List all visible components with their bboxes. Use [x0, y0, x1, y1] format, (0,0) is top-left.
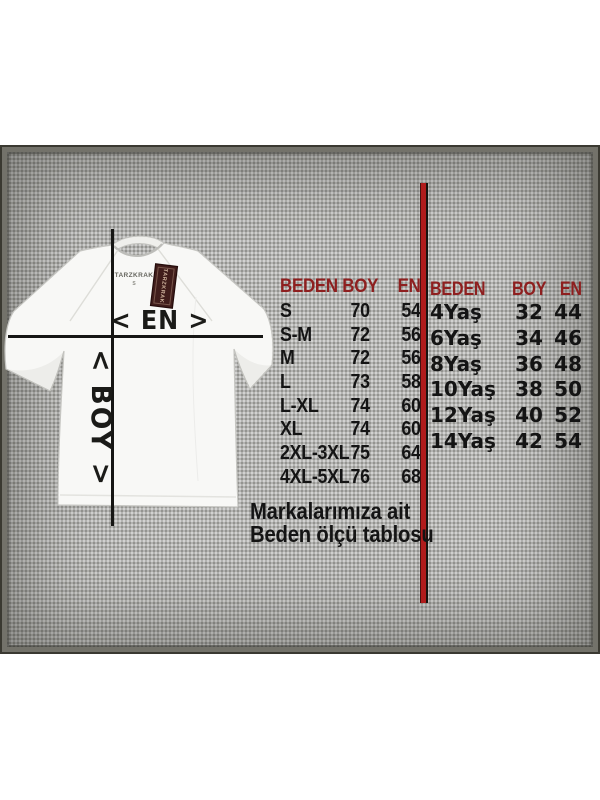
table-cell: 70	[350, 300, 370, 322]
table-cell: 74	[350, 394, 370, 417]
table-cell: 64	[401, 442, 421, 465]
table-cell: 48	[554, 351, 582, 376]
fold-line	[192, 296, 199, 482]
table-cell: 44	[554, 300, 582, 324]
hang-tag: TARZKRAK	[149, 263, 179, 309]
table-cell: 36	[515, 351, 543, 376]
table-cell: M	[280, 347, 295, 370]
table-cell: XL	[280, 418, 303, 441]
table-cell: L-XL	[280, 394, 319, 417]
table-cell: 10Yaş	[430, 377, 496, 402]
table-cell: 6Yaş	[430, 325, 482, 350]
neck-size-mark: S	[132, 281, 136, 287]
hang-tag-card	[149, 263, 179, 309]
sleeve-shadow-right	[234, 349, 272, 389]
table-cell: 75	[350, 442, 370, 465]
column-header: BOY	[342, 276, 379, 297]
sleeve-shadow-left	[6, 351, 64, 391]
table-cell: 68	[401, 465, 421, 488]
column-header: BOY	[511, 279, 547, 300]
table-cell: 74	[350, 418, 370, 441]
table-cell: S	[280, 300, 292, 322]
table-cell: 56	[401, 323, 421, 346]
table-cell: 52	[554, 403, 582, 428]
size-chart-panel: TARZKRAK S TARZKRAK < EN > < BOY > BEDEN…	[0, 145, 600, 654]
column-header: BEDEN	[430, 279, 486, 300]
adult-size-table: BEDEN BOY EN S 70 54 S-M 72 56 M 72 56 L…	[280, 276, 421, 490]
table-cell: 72	[350, 323, 370, 346]
table-cell: 40	[515, 403, 543, 428]
caption-line-2: Beden ölçü tablosu	[250, 521, 434, 547]
horizontal-measure-line	[8, 335, 263, 338]
table-cell: 32	[515, 300, 543, 324]
table-cell: 50	[554, 377, 582, 402]
table-cell: 56	[401, 347, 421, 370]
hang-tag-border	[153, 266, 175, 306]
tshirt-illustration: TARZKRAK S TARZKRAK	[4, 229, 274, 526]
table-cell: 76	[350, 465, 370, 488]
table-cell: 2XL-3XL	[280, 442, 350, 465]
table-cell: 54	[554, 428, 582, 453]
table-cell: 73	[350, 371, 370, 394]
width-label: < EN >	[110, 306, 210, 336]
column-header: BEDEN	[280, 276, 338, 297]
table-cell: 4XL-5XL	[280, 465, 350, 488]
collar-back	[111, 235, 165, 251]
tshirt-body	[4, 242, 274, 508]
table-cell: 38	[515, 377, 543, 402]
table-cell: 60	[401, 418, 421, 441]
vertical-measure-line	[111, 229, 114, 526]
table-cell: S-M	[280, 323, 312, 346]
table-cell: 8Yaş	[430, 351, 482, 376]
raglan-seam-left	[69, 249, 119, 322]
table-cell: 4Yaş	[430, 300, 482, 324]
red-divider-line	[420, 183, 428, 603]
caption: Markalarımıza ait Beden ölçü tablosu	[250, 500, 434, 546]
column-header: EN	[397, 276, 421, 297]
table-cell: L	[280, 371, 291, 394]
table-cell: 46	[554, 325, 582, 350]
caption-line-1: Markalarımıza ait	[250, 498, 411, 524]
table-cell: 60	[401, 394, 421, 417]
table-cell: 12Yaş	[430, 403, 496, 428]
table-cell: 42	[515, 428, 543, 453]
table-cell: 54	[401, 300, 421, 322]
length-label: < BOY >	[85, 349, 118, 487]
column-header: EN	[560, 279, 582, 300]
table-cell: 14Yaş	[430, 428, 496, 453]
hang-tag-text: TARZKRAK	[158, 268, 168, 303]
table-cell: 58	[401, 371, 421, 394]
table-cell: 72	[350, 347, 370, 370]
collar-rib	[113, 243, 163, 257]
raglan-seam-right	[157, 248, 213, 322]
kids-size-table: BEDEN BOY EN 4Yaş 32 44 6Yaş 34 46 8Yaş …	[430, 276, 582, 455]
hem-stitch	[59, 494, 237, 498]
table-cell: 34	[515, 325, 543, 350]
neck-print-text: TARZKRAK	[115, 272, 154, 279]
